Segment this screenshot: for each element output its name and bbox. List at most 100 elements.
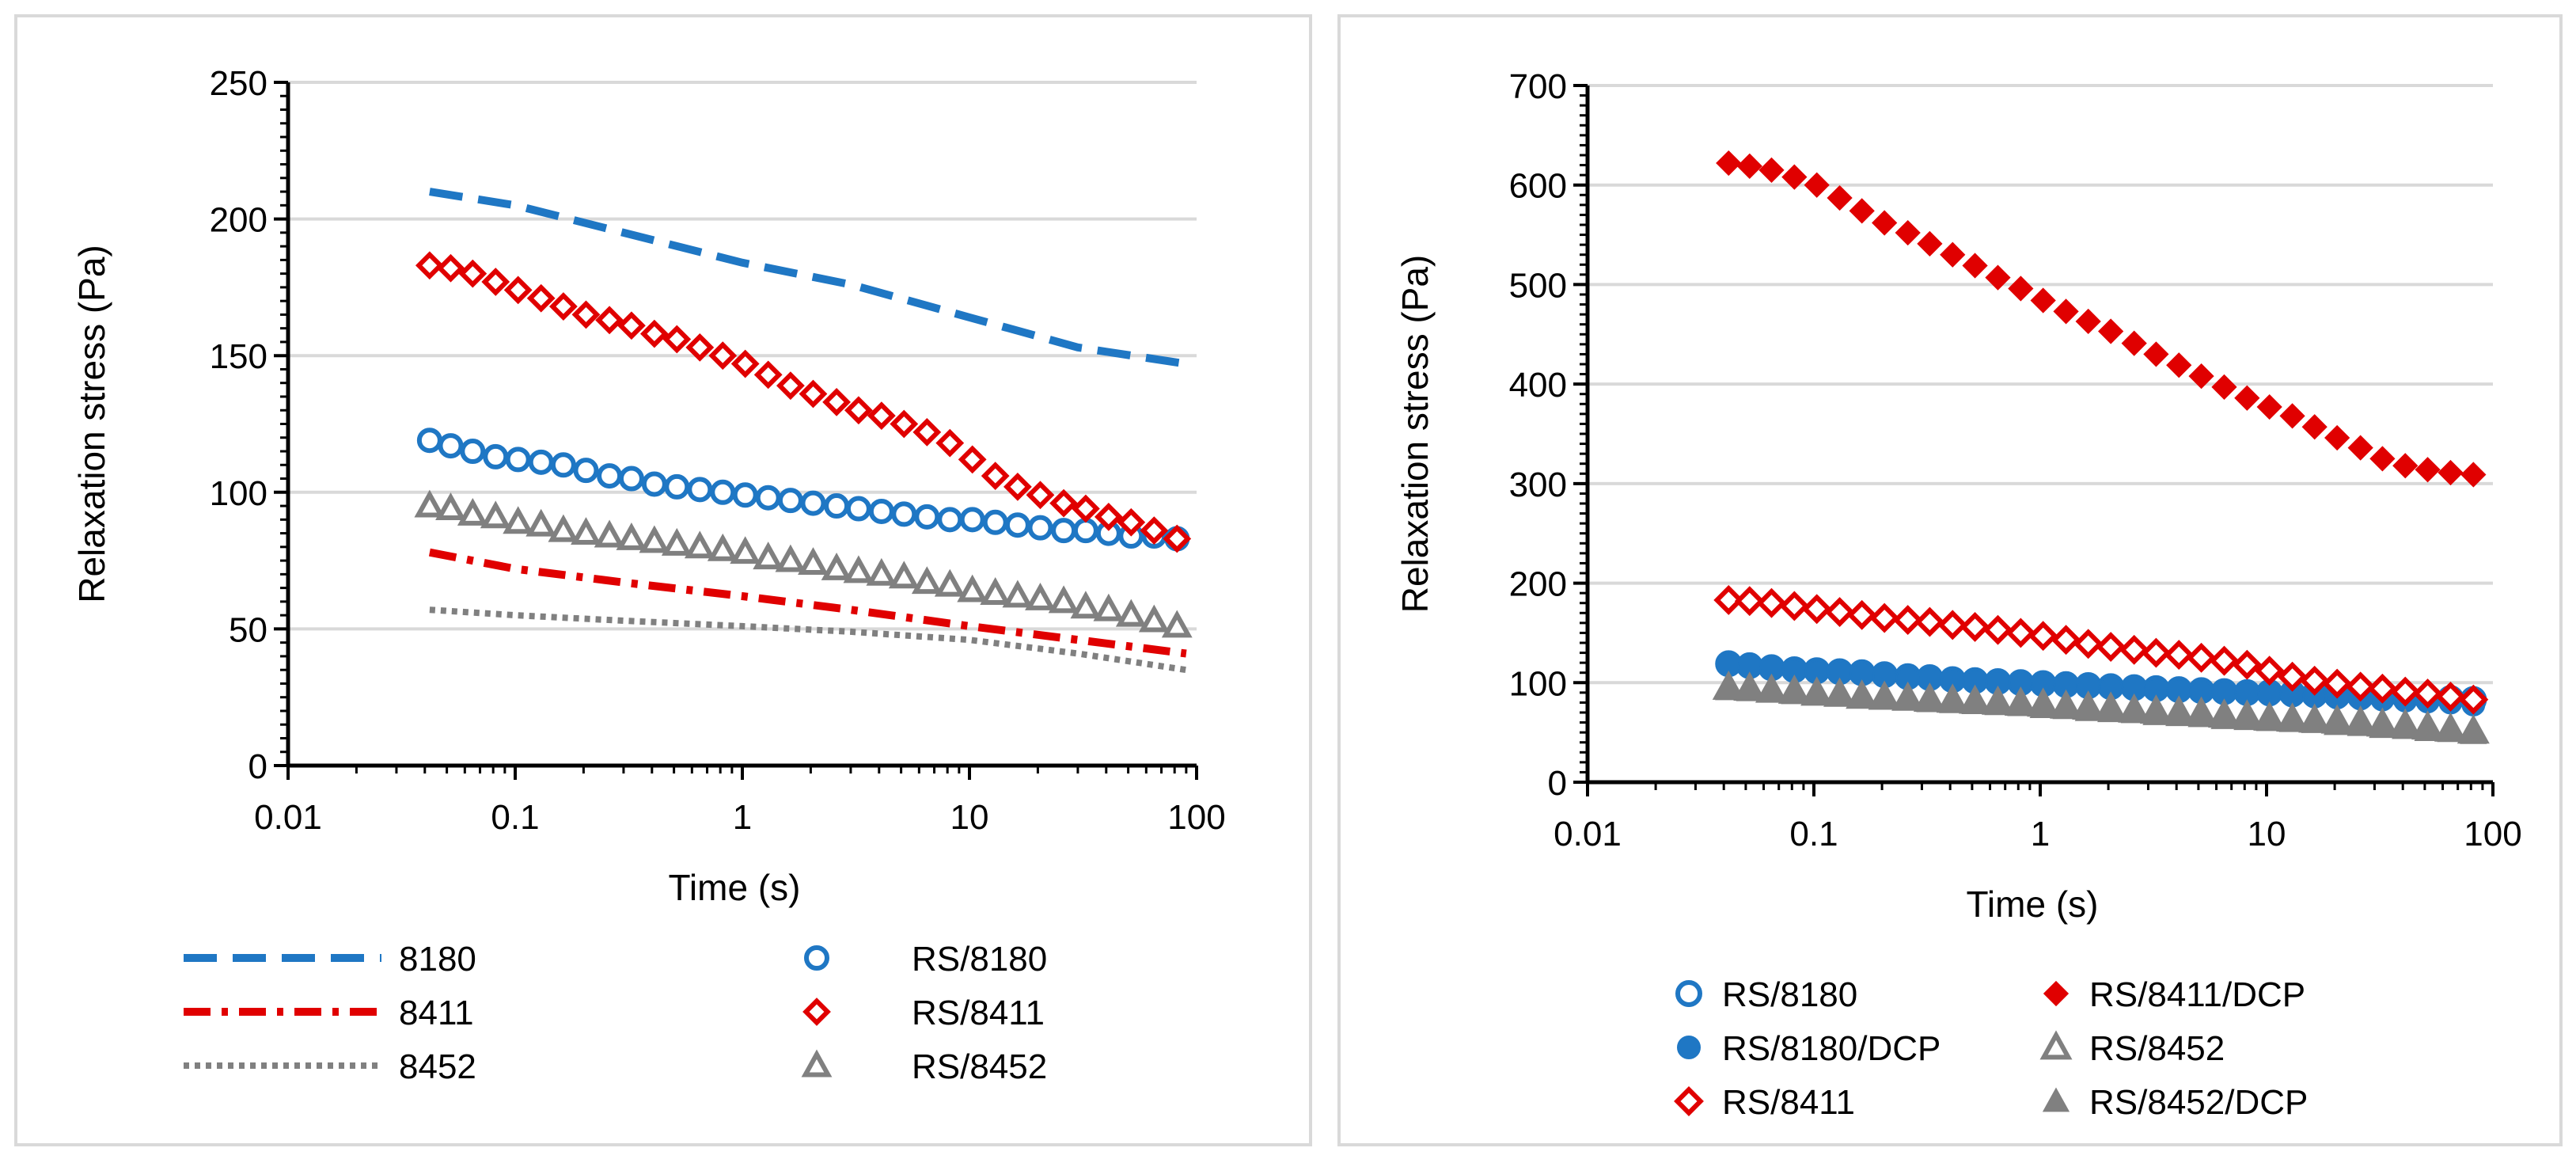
data-point bbox=[824, 493, 850, 519]
data-point bbox=[707, 533, 738, 561]
data-point bbox=[639, 525, 670, 553]
stress-relaxation-chart-right: 0 100 200 300 400 500 600 700 0.01 0.1 1 10 100 Time … bbox=[1394, 67, 2522, 1122]
legend-item-rs-8411: RS/8411 bbox=[802, 994, 1045, 1032]
data-point bbox=[595, 306, 624, 335]
data-point bbox=[1846, 599, 1877, 630]
legend-item-rs-8411: RS/8411 bbox=[1674, 1083, 1855, 1122]
data-point bbox=[2278, 707, 2306, 732]
data-point bbox=[1070, 591, 1102, 619]
y-tick-label: 150 bbox=[210, 337, 267, 376]
data-point bbox=[2073, 629, 2104, 659]
data-point bbox=[730, 536, 761, 564]
data-point bbox=[685, 333, 715, 362]
data-point bbox=[708, 341, 738, 371]
series-rs-8411-dcp bbox=[1716, 150, 2487, 488]
data-point bbox=[775, 544, 806, 572]
data-point bbox=[1161, 610, 1193, 638]
data-point bbox=[958, 445, 987, 474]
data-point bbox=[2165, 701, 2193, 727]
data-point bbox=[548, 514, 579, 542]
legend-swatch bbox=[2039, 1030, 2073, 1060]
data-point bbox=[2005, 618, 2036, 648]
legend-label: RS/8180/DCP bbox=[1722, 1029, 1941, 1068]
data-point bbox=[1758, 678, 1785, 702]
x-tick-label: 100 bbox=[1167, 798, 1225, 837]
legend-item-rs-8180-dcp: RS/8180/DCP bbox=[1677, 1029, 1941, 1068]
data-point bbox=[980, 577, 1011, 605]
data-point bbox=[1916, 687, 1944, 713]
data-point bbox=[2438, 459, 2464, 486]
data-point bbox=[1138, 604, 1170, 633]
data-point bbox=[573, 458, 599, 484]
series-8452 bbox=[429, 606, 1187, 674]
series-line-8452 bbox=[429, 606, 1187, 674]
data-point bbox=[2232, 649, 2263, 680]
data-point bbox=[1756, 587, 1787, 618]
data-point bbox=[868, 498, 894, 524]
data-point bbox=[2074, 697, 2102, 721]
data-point bbox=[2096, 632, 2126, 662]
data-point bbox=[2052, 694, 2080, 720]
data-point bbox=[664, 473, 690, 500]
data-point bbox=[2029, 694, 2057, 719]
data-point bbox=[2299, 665, 2330, 696]
data-point bbox=[866, 557, 897, 586]
data-point bbox=[1781, 679, 1808, 705]
data-point bbox=[2460, 462, 2487, 488]
data-point bbox=[1869, 602, 1900, 633]
data-point bbox=[503, 276, 533, 305]
y-tick-label: 250 bbox=[210, 64, 267, 103]
data-point bbox=[777, 488, 803, 514]
data-point bbox=[1985, 264, 2011, 291]
data-point bbox=[2053, 298, 2079, 325]
legend-item-8452: 8452 bbox=[184, 1047, 476, 1086]
data-point bbox=[2458, 684, 2489, 715]
data-point bbox=[2007, 691, 2035, 716]
data-point bbox=[2369, 446, 2396, 472]
series-rs-8452-dcp bbox=[1715, 675, 2487, 744]
data-point bbox=[480, 500, 511, 529]
data-point bbox=[1094, 502, 1123, 531]
data-point bbox=[2414, 716, 2441, 741]
data-point bbox=[571, 517, 601, 545]
data-point bbox=[1140, 516, 1169, 545]
data-point bbox=[687, 477, 713, 503]
legend: RS/8180 RS/8180/DCP RS/8411 RS/8411/DCP RS/8… bbox=[1674, 975, 2308, 1122]
legend-label: RS/8452 bbox=[2089, 1029, 2225, 1068]
axes: 0 100 200 300 400 500 600 700 0.01 0.1 1 10 100 bbox=[1509, 67, 2522, 853]
legend-item-8411: 8411 bbox=[184, 994, 474, 1032]
data-point bbox=[2211, 374, 2237, 401]
data-point bbox=[821, 552, 852, 580]
legend-item-rs-8452: RS/8452 bbox=[801, 1047, 1047, 1086]
data-point bbox=[2322, 668, 2353, 699]
legend-label: 8180 bbox=[399, 940, 476, 979]
chart-panel-left: 0 50 100 150 200 250 0.01 0.1 1 10 100 Time (s) Rela… bbox=[14, 14, 1312, 1146]
data-point bbox=[1025, 582, 1056, 610]
data-point bbox=[1940, 241, 1966, 268]
data-point bbox=[2121, 330, 2147, 356]
data-point bbox=[503, 506, 534, 534]
data-point bbox=[550, 452, 576, 478]
data-point bbox=[1002, 580, 1034, 608]
y-tick-label: 0 bbox=[248, 747, 267, 786]
data-point bbox=[1827, 184, 1853, 211]
data-point bbox=[2369, 713, 2396, 739]
x-tick-label: 1 bbox=[733, 798, 752, 837]
data-point bbox=[481, 268, 510, 296]
data-point bbox=[2119, 634, 2149, 665]
data-point bbox=[843, 555, 874, 583]
data-point bbox=[661, 527, 692, 556]
x-tick-label: 0.1 bbox=[491, 798, 539, 837]
data-point bbox=[2186, 642, 2217, 673]
legend-item-rs-8411-dcp: RS/8411/DCP bbox=[2043, 975, 2305, 1014]
series-line-8180 bbox=[429, 188, 1187, 368]
data-point bbox=[528, 449, 554, 475]
data-point bbox=[890, 409, 919, 439]
data-point bbox=[2254, 656, 2285, 686]
legend-label: RS/8180 bbox=[1722, 975, 1857, 1014]
data-point bbox=[639, 319, 669, 348]
series-line-8411 bbox=[428, 548, 1187, 658]
data-point bbox=[981, 462, 1010, 490]
data-point bbox=[1117, 507, 1146, 537]
data-point bbox=[2008, 276, 2034, 302]
